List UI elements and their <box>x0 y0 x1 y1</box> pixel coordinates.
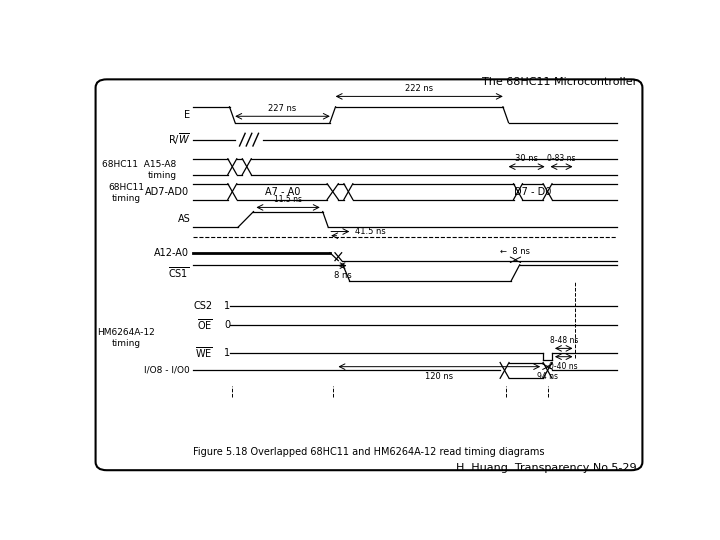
Text: 0-40 ns: 0-40 ns <box>549 362 578 370</box>
Text: AD7-AD0: AD7-AD0 <box>145 187 189 197</box>
Text: $\overline{\mathrm{OE}}$: $\overline{\mathrm{OE}}$ <box>197 318 213 332</box>
Text: 120 ns: 120 ns <box>426 372 454 381</box>
Text: $\overline{\mathrm{WE}}$: $\overline{\mathrm{WE}}$ <box>195 345 213 360</box>
Text: CS2: CS2 <box>194 301 213 311</box>
Text: The 68HC11 Microcontroller: The 68HC11 Microcontroller <box>482 77 637 87</box>
Text: D7 - D0: D7 - D0 <box>513 187 551 197</box>
Text: HM6264A-12
timing: HM6264A-12 timing <box>97 328 155 348</box>
Text: 227 ns: 227 ns <box>269 104 297 113</box>
Text: 1: 1 <box>224 348 230 357</box>
Text: 11.5 ns: 11.5 ns <box>274 195 302 204</box>
Text: 68HC11
timing: 68HC11 timing <box>108 184 144 203</box>
FancyBboxPatch shape <box>96 79 642 470</box>
Text: 30 ns: 30 ns <box>515 154 538 163</box>
Text: 41.5 ns: 41.5 ns <box>355 227 386 236</box>
Text: 222 ns: 222 ns <box>405 84 433 93</box>
Text: 68HC11  A15-A8: 68HC11 A15-A8 <box>102 160 176 169</box>
Text: R/$\overline{W}$: R/$\overline{W}$ <box>168 132 190 147</box>
Text: H. Huang  Transparency No.5-29: H. Huang Transparency No.5-29 <box>456 463 637 473</box>
Text: 0-83 ns: 0-83 ns <box>547 154 576 163</box>
Text: A7 - A0: A7 - A0 <box>265 187 300 197</box>
Text: Figure 5.18 Overlapped 68HC11 and HM6264A-12 read timing diagrams: Figure 5.18 Overlapped 68HC11 and HM6264… <box>193 447 545 457</box>
Text: timing: timing <box>148 171 176 180</box>
Text: ←  8 ns: ← 8 ns <box>500 247 531 256</box>
Text: 8-48 ns: 8-48 ns <box>549 336 578 345</box>
Text: 8 ns: 8 ns <box>333 271 351 280</box>
Text: A12-A0: A12-A0 <box>154 248 189 258</box>
Text: 0: 0 <box>224 320 230 330</box>
Text: I/O8 - I/O0: I/O8 - I/O0 <box>143 366 189 375</box>
Text: AS: AS <box>178 214 190 225</box>
Text: 94 ns: 94 ns <box>537 372 558 381</box>
Text: E: E <box>184 110 190 120</box>
Text: 1: 1 <box>224 301 230 311</box>
Text: $\overline{\mathrm{CS1}}$: $\overline{\mathrm{CS1}}$ <box>168 265 189 280</box>
